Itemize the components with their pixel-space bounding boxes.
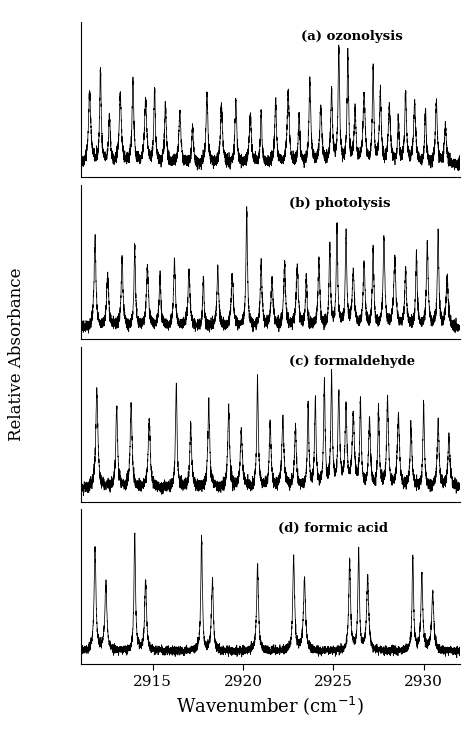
- Text: (d) formic acid: (d) formic acid: [278, 522, 388, 535]
- X-axis label: Wavenumber (cm$^{-1}$): Wavenumber (cm$^{-1}$): [176, 694, 364, 717]
- Text: (c) formaldehyde: (c) formaldehyde: [289, 355, 415, 368]
- Text: (a) ozonolysis: (a) ozonolysis: [301, 30, 402, 43]
- Text: (b) photolysis: (b) photolysis: [289, 197, 391, 210]
- Text: Relative Absorbance: Relative Absorbance: [8, 267, 25, 441]
